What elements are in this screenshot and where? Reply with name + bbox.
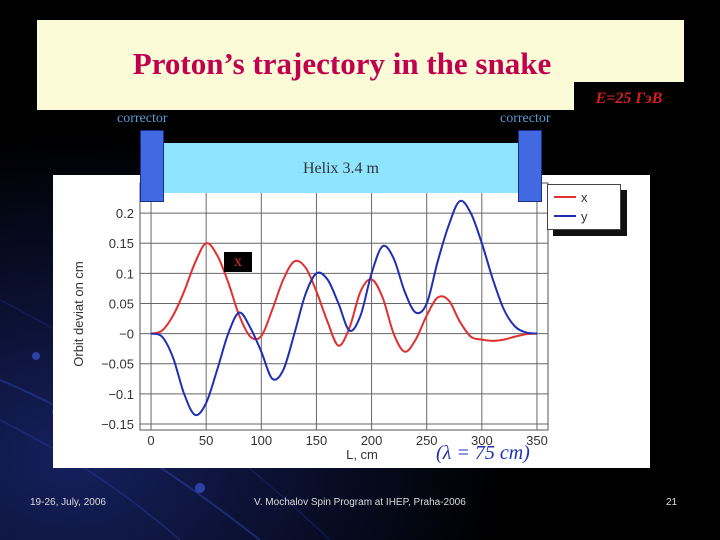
series-line-y: [150, 199, 538, 417]
footer-date: 19-26, July, 2006: [30, 497, 106, 508]
plot-frame: [139, 182, 549, 431]
legend-swatch-x: [554, 196, 576, 198]
chart-legend: x y: [547, 184, 621, 230]
legend-swatch-y: [554, 215, 576, 217]
x-tick-label: 50: [199, 433, 213, 448]
x-tick-label: 250: [416, 433, 438, 448]
x-axis-label: L, cm: [346, 447, 378, 462]
legend-item-y: y: [554, 207, 588, 225]
right-corrector-block: [518, 130, 542, 202]
series-line-x: [150, 242, 538, 353]
x-tick-label: 0: [147, 433, 154, 448]
right-corrector-label: corrector: [500, 111, 551, 126]
y-tick-label: −0.15: [101, 417, 134, 432]
x-tick-label: 300: [471, 433, 493, 448]
x-tick-label: 200: [361, 433, 383, 448]
y-tick-label: −0.05: [101, 357, 134, 372]
wavelength-note: (λ = 75 cm): [436, 442, 530, 464]
x-tick-label: 100: [250, 433, 272, 448]
x-tick-label: 150: [306, 433, 328, 448]
left-corrector-block: [140, 130, 164, 202]
page-number: 21: [666, 497, 678, 508]
x-marker-label: x: [224, 252, 252, 272]
y-axis-label: Orbit deviat on cm: [71, 261, 86, 367]
y-tick-label: −0: [119, 327, 134, 342]
y-tick-label: 0.15: [109, 236, 134, 251]
legend-item-x: x: [554, 188, 588, 206]
footer-center: V. Mochalov Spin Program at IHEP, Praha-…: [254, 497, 466, 508]
y-tick-label: 0.2: [116, 206, 134, 221]
y-tick-label: −0.1: [108, 387, 134, 402]
helix-section: [164, 143, 518, 193]
left-corrector-label: corrector: [117, 111, 168, 126]
x-tick-label: 350: [526, 433, 548, 448]
legend-label-x: x: [581, 189, 588, 205]
y-tick-label: 0.1: [116, 266, 134, 281]
helix-label: Helix 3.4 m: [303, 160, 379, 177]
slide-title: Proton’s trajectory in the snake: [132, 46, 552, 81]
y-tick-label: 0.05: [109, 296, 134, 311]
energy-label: E=25 ГэВ: [574, 82, 684, 116]
legend-label-y: y: [581, 208, 588, 224]
